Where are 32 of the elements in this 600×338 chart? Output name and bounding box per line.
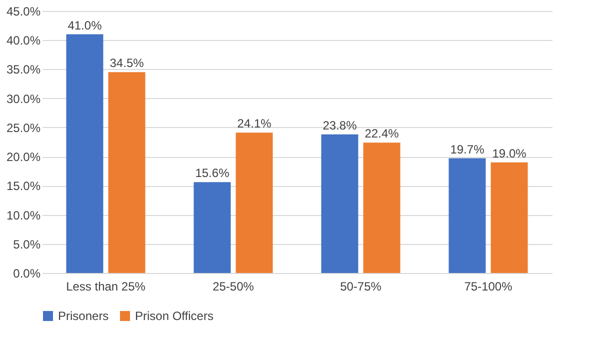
bar	[448, 158, 486, 273]
y-tick-label: 10.0%	[6, 208, 41, 222]
y-tick-label: 40.0%	[6, 34, 41, 48]
x-tick-label: Less than 25%	[66, 280, 146, 294]
x-tick-label: 50-75%	[340, 280, 382, 294]
bar	[66, 34, 104, 273]
data-label: 15.6%	[195, 166, 230, 180]
y-tick-label: 0.0%	[13, 266, 41, 280]
y-tick-label: 25.0%	[6, 120, 41, 135]
x-tick-label: 75-100%	[464, 280, 513, 294]
y-tick-label: 45.0%	[6, 4, 41, 18]
y-tick-label: 15.0%	[6, 179, 41, 194]
data-label: 19.7%	[450, 142, 485, 156]
bar	[490, 162, 528, 273]
data-label: 22.4%	[364, 126, 400, 141]
bar	[321, 134, 358, 273]
x-tick-label: 25-50%	[212, 280, 254, 294]
legend-label: Prisoners	[58, 309, 109, 323]
data-label: 19.0%	[492, 146, 527, 160]
y-tick-label: 20.0%	[6, 150, 41, 164]
data-label: 23.8%	[322, 118, 358, 132]
data-label: 41.0%	[68, 18, 102, 32]
bar	[363, 142, 400, 273]
data-label: 34.5%	[110, 56, 144, 70]
legend-label: Prison Officers	[135, 309, 214, 323]
bar	[236, 132, 273, 273]
y-tick-label: 30.0%	[6, 92, 41, 106]
y-tick-label: 5.0%	[13, 237, 41, 252]
bar	[108, 72, 146, 273]
bar	[194, 182, 231, 273]
data-label: 24.1%	[237, 116, 272, 131]
y-tick-label: 35.0%	[6, 62, 41, 77]
